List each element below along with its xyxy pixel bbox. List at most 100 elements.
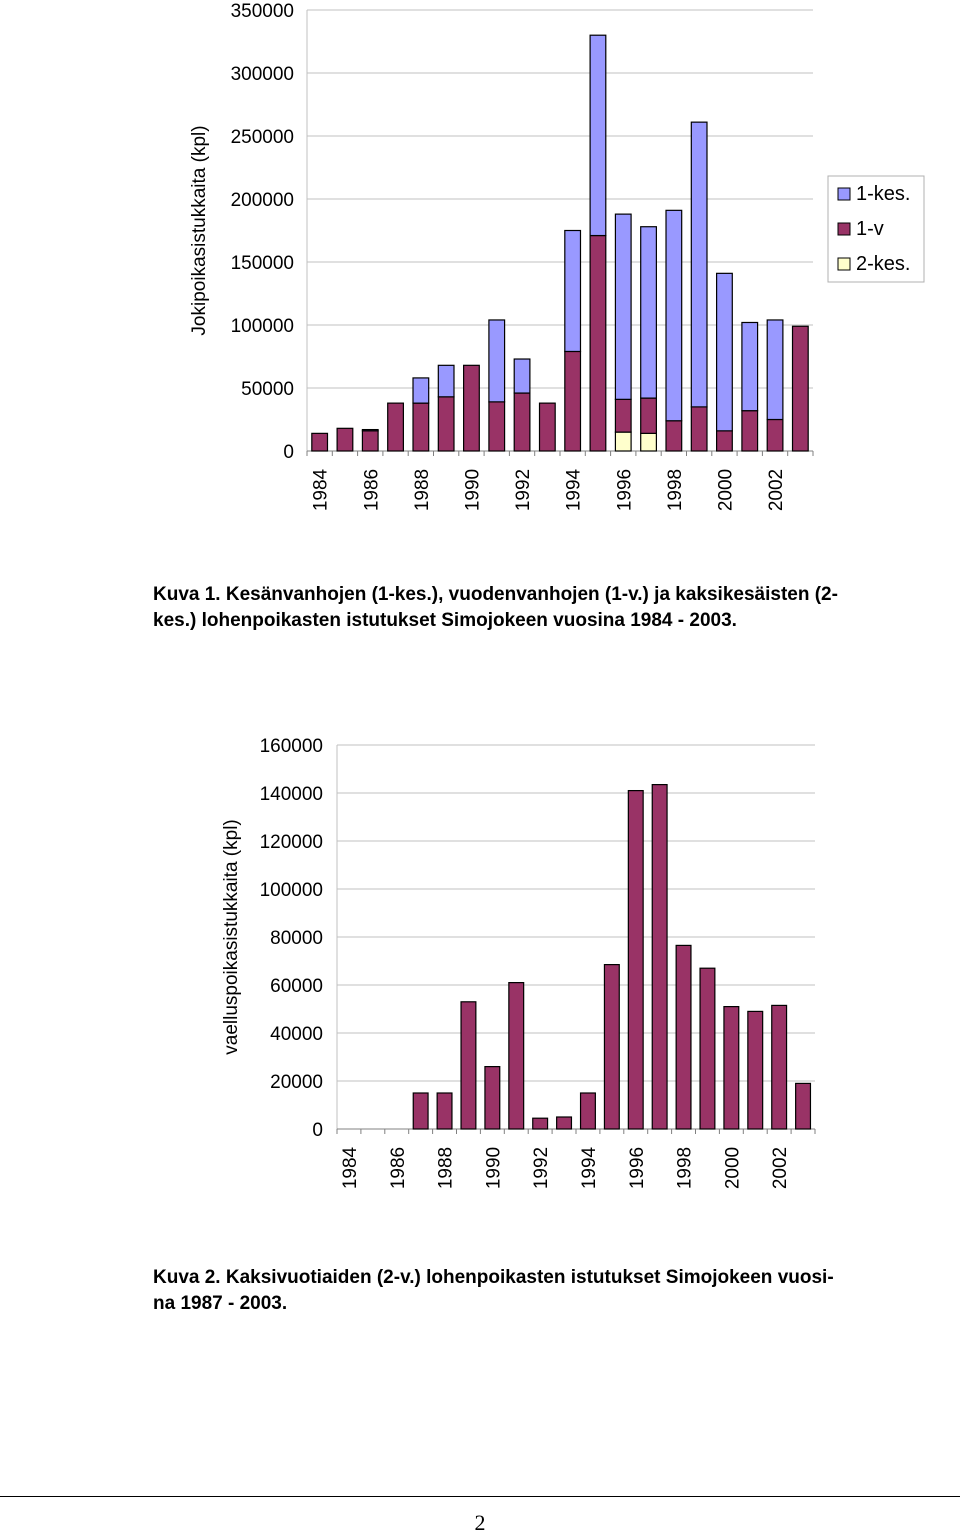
- bar-2001-1-v: [741, 410, 759, 452]
- y-tick-label: 100000: [260, 880, 323, 901]
- legend-swatch: [837, 257, 851, 271]
- x-tick-label: 1984: [311, 468, 332, 511]
- x-tick-label: 1990: [483, 1147, 504, 1189]
- bar-1994-1-kes.: [564, 229, 582, 353]
- bar-1989-1-v: [437, 396, 455, 452]
- x-tick-label: 1990: [462, 469, 483, 511]
- y-tick-label: 20000: [270, 1072, 323, 1093]
- bar-1997-1-kes.: [640, 226, 657, 399]
- chart-1-stacked-bar: 0 50000 100000 150000 200000 250000 300000 3500…: [189, 1, 925, 511]
- bar-1996-1-kes.: [614, 213, 632, 400]
- bar-1995-value: [603, 964, 620, 1130]
- y-tick-label: 250000: [231, 127, 294, 148]
- x-tick-label: 2002: [766, 469, 787, 511]
- bar-2000-value: [723, 1006, 740, 1130]
- y-axis-title: vaelluspoikasistukkaita (kpl): [221, 819, 242, 1055]
- figure-2-caption-line-1: Kuva 2. Kaksivuotiaiden (2-v.) lohenpoik…: [153, 1267, 834, 1288]
- legend-swatch: [837, 222, 851, 236]
- y-tick-label: 120000: [260, 832, 323, 853]
- bar-1991-value: [508, 982, 525, 1130]
- page-number: 2: [474, 1510, 486, 1535]
- bar-1998-value: [675, 944, 692, 1130]
- bar-1987-1-v: [387, 402, 404, 452]
- bar-1984-1-v: [311, 432, 329, 452]
- bar-1986-1-v: [361, 430, 379, 452]
- bar-1997-value: [651, 783, 668, 1130]
- y-tick-label: 140000: [260, 784, 323, 805]
- chart-2-bar: 0 20000 40000 60000 80000 100000 120000 140000 1…: [221, 736, 816, 1189]
- bar-1992-1-kes.: [513, 358, 531, 394]
- y-tick-label: 200000: [231, 190, 294, 211]
- y-tick-label: 60000: [270, 976, 323, 997]
- bar-1989-1-kes.: [437, 364, 455, 398]
- x-tick-label: 1986: [388, 1147, 409, 1189]
- bar-2001-1-kes.: [741, 321, 759, 412]
- figure-2-caption-line-2: na 1987 - 2003.: [153, 1293, 288, 1314]
- bar-2003-1-v: [791, 325, 809, 452]
- y-tick-label: 150000: [231, 253, 294, 274]
- x-tick-label: 2000: [715, 469, 736, 511]
- bar-1991-1-v: [488, 401, 506, 452]
- bar-1989-value: [460, 1001, 477, 1130]
- bar-1999-1-v: [690, 406, 708, 452]
- legend-label: 2-kes.: [856, 253, 910, 275]
- legend: 1-kes. 1-v 2-kes.: [827, 175, 925, 283]
- x-tick-label: 1994: [579, 1146, 600, 1189]
- bar-1988-1-v: [412, 402, 430, 452]
- bar-1998-1-v: [665, 420, 683, 452]
- bar-2000-1-v: [716, 430, 733, 452]
- y-tick-label: 300000: [231, 64, 294, 85]
- bar-2002-1-kes.: [766, 319, 784, 421]
- bar-1996-value: [627, 789, 644, 1130]
- legend-swatch: [837, 187, 851, 201]
- bar-1988-1-kes.: [412, 377, 430, 404]
- legend-label: 1-v: [856, 218, 884, 240]
- y-tick-label: 100000: [231, 316, 294, 337]
- x-tick-label: 1984: [340, 1146, 361, 1189]
- x-tick-label: 1996: [627, 1147, 648, 1189]
- bar-1987-value: [412, 1092, 429, 1130]
- bar-1985-1-v: [336, 427, 354, 452]
- bar-1995-1-v: [589, 234, 607, 452]
- bar-1991-1-kes.: [488, 319, 506, 403]
- bar-1998-1-kes.: [665, 209, 683, 422]
- bar-1995-1-kes.: [589, 34, 607, 237]
- bar-1993-1-v: [538, 402, 556, 452]
- y-tick-label: 160000: [260, 736, 323, 757]
- bar-1997-1-v: [640, 397, 657, 434]
- x-tick-label: 1988: [412, 469, 433, 511]
- legend-label: 1-kes.: [856, 183, 910, 205]
- x-tick-label: 1998: [675, 1147, 696, 1189]
- bar-2002-1-v: [766, 418, 784, 452]
- bar-1999-value: [699, 967, 716, 1130]
- y-axis-title: Jokipoikasistukkaita (kpl): [189, 125, 210, 335]
- x-tick-label: 1992: [531, 1147, 552, 1189]
- x-tick-label: 1988: [436, 1147, 457, 1189]
- bar-1999-1-kes.: [690, 121, 708, 408]
- bar-1992-value: [532, 1117, 549, 1130]
- bar-1996-1-v: [614, 398, 632, 433]
- y-tick-label: 50000: [241, 379, 294, 400]
- bar-2003-value: [795, 1082, 812, 1130]
- bar-1994-1-v: [564, 350, 582, 452]
- y-tick-label: 350000: [231, 1, 294, 22]
- bar-2000-1-kes.: [716, 272, 733, 432]
- figure-1-caption: Kuva 1. Kesänvanhojen (1-kes.), vuodenva…: [153, 582, 953, 634]
- y-tick-label: 80000: [270, 928, 323, 949]
- bar-1996-2-kes.: [614, 431, 632, 452]
- footer-rule: [0, 1496, 960, 1497]
- y-tick-label: 0: [283, 442, 294, 463]
- y-tick-label: 40000: [270, 1024, 323, 1045]
- y-tick-label: 0: [312, 1120, 323, 1141]
- x-tick-label: 2002: [770, 1147, 791, 1189]
- bar-2002-value: [771, 1004, 788, 1130]
- figure-2-caption: Kuva 2. Kaksivuotiaiden (2-v.) lohenpoik…: [153, 1265, 953, 1317]
- x-tick-label: 1996: [614, 469, 635, 511]
- bar-1997-2-kes.: [640, 432, 657, 452]
- x-tick-label: 1986: [361, 469, 382, 511]
- x-tick-label: 1992: [513, 469, 534, 511]
- x-tick-label: 1998: [665, 469, 686, 511]
- bar-1994-value: [579, 1092, 596, 1130]
- bar-1992-1-v: [513, 392, 531, 452]
- figure-1-caption-line-1: Kuva 1. Kesänvanhojen (1-kes.), vuodenva…: [153, 584, 838, 605]
